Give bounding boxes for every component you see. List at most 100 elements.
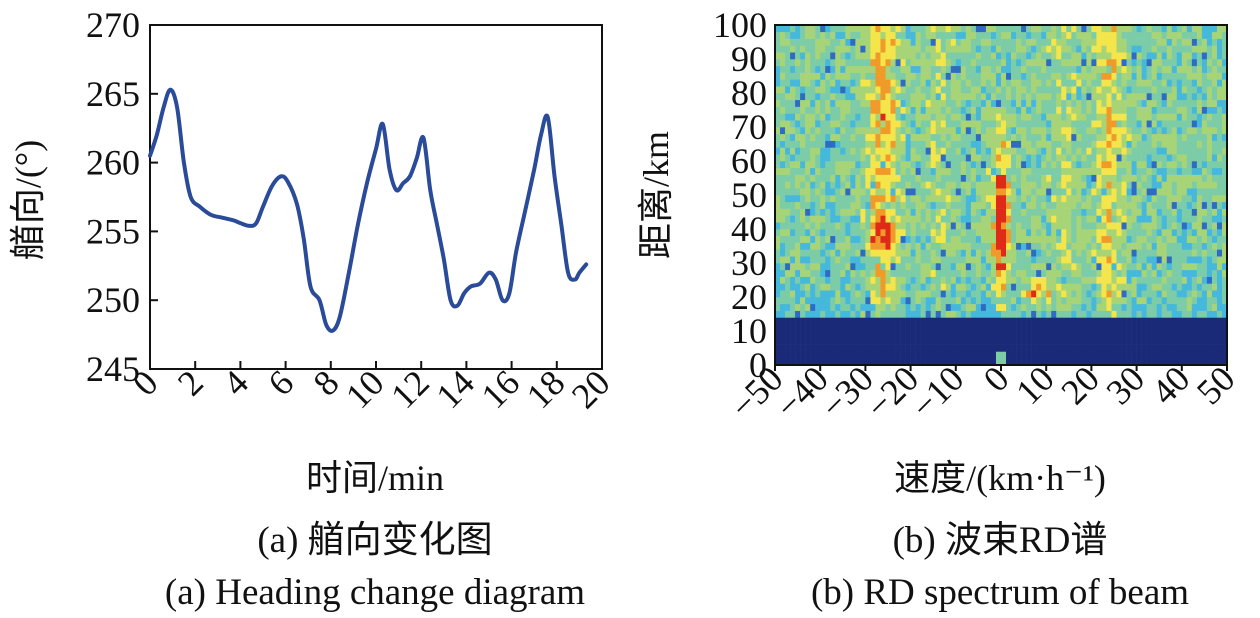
rd-heatmap-cell xyxy=(980,242,987,250)
rd-heatmap-cell xyxy=(865,229,871,237)
rd-heatmap-cell xyxy=(845,59,851,67)
rd-heatmap-cell xyxy=(960,133,967,141)
rd-heatmap-cell xyxy=(785,263,791,271)
rd-heatmap-cell xyxy=(1201,208,1208,216)
rd-heatmap-cell xyxy=(950,235,957,243)
rd-heatmap-cell xyxy=(880,52,886,60)
rd-heatmap-cell xyxy=(860,276,866,284)
rd-heatmap-cell xyxy=(1176,161,1183,169)
rd-heatmap-cell xyxy=(1001,310,1007,318)
rd-heatmap-cell xyxy=(1076,242,1082,250)
rd-heatmap-cell xyxy=(1076,269,1082,277)
rd-heatmap-cell xyxy=(1011,283,1017,291)
rd-heatmap-cell xyxy=(1071,79,1077,87)
rd-heatmap-cell xyxy=(1141,276,1147,284)
rd-heatmap-cell xyxy=(1016,201,1022,209)
rd-heatmap-cell xyxy=(840,25,846,33)
rd-heatmap-cell xyxy=(1201,317,1208,325)
rd-heatmap-cell xyxy=(1111,215,1117,223)
rd-heatmap-cell xyxy=(920,127,926,135)
rd-heatmap-cell xyxy=(1061,45,1067,53)
rd-heatmap-cell xyxy=(970,235,977,243)
rd-heatmap-cell xyxy=(975,337,982,345)
rd-heatmap-cell xyxy=(995,154,1002,162)
rd-heatmap-cell xyxy=(845,38,851,46)
rd-heatmap-cell xyxy=(865,222,871,230)
rd-heatmap-cell xyxy=(1146,344,1152,352)
rd-heatmap-cell xyxy=(780,201,786,209)
rd-heatmap-cell xyxy=(1006,310,1012,318)
rd-heatmap-cell xyxy=(1061,195,1067,203)
rd-heatmap-cell xyxy=(1131,188,1137,196)
rd-heatmap-cell xyxy=(915,167,921,175)
rd-heatmap-cell xyxy=(1076,331,1082,339)
rd-heatmap-cell xyxy=(985,344,992,352)
rd-heatmap-cell xyxy=(905,242,911,250)
rd-heatmap-cell xyxy=(1181,93,1188,101)
rd-heatmap-cell xyxy=(865,99,871,107)
rd-heatmap-cell xyxy=(860,133,866,141)
rd-heatmap-cell xyxy=(860,72,866,80)
rd-heatmap-cell xyxy=(805,249,811,257)
rd-heatmap-cell xyxy=(870,195,876,203)
rd-heatmap-cell xyxy=(790,99,796,107)
rd-heatmap-cell xyxy=(790,263,796,271)
rd-heatmap-cell xyxy=(1101,283,1107,291)
rd-heatmap-cell xyxy=(1091,303,1097,311)
rd-heatmap-cell xyxy=(1041,263,1047,271)
rd-heatmap-cell xyxy=(960,140,967,148)
rd-heatmap-cell xyxy=(945,331,952,339)
rd-heatmap-cell xyxy=(1136,31,1142,39)
rd-heatmap-cell xyxy=(1021,113,1027,121)
rd-heatmap-cell xyxy=(885,229,891,237)
rd-heatmap-cell xyxy=(850,229,856,237)
rd-heatmap-cell xyxy=(1176,249,1183,257)
rd-heatmap-cell xyxy=(935,269,942,277)
rd-heatmap-cell xyxy=(855,174,861,182)
rd-heatmap-cell xyxy=(1206,127,1213,135)
rd-heatmap-cell xyxy=(1016,174,1022,182)
rd-heatmap-cell xyxy=(935,242,942,250)
rd-heatmap-cell xyxy=(1161,161,1168,169)
rd-heatmap-cell xyxy=(860,195,866,203)
rd-heatmap-cell xyxy=(955,140,962,148)
rd-heatmap-cell xyxy=(1036,337,1042,345)
rd-heatmap-cell xyxy=(1181,79,1188,87)
rd-heatmap-cell xyxy=(1026,215,1032,223)
rd-heatmap-cell xyxy=(1051,174,1057,182)
rd-heatmap-cell xyxy=(1111,201,1117,209)
heading-y-tick-label: 250 xyxy=(86,280,140,320)
rd-heatmap-cell xyxy=(1141,324,1147,332)
rd-heatmap-cell xyxy=(970,86,977,94)
rd-heatmap-cell xyxy=(915,106,921,114)
rd-heatmap-cell xyxy=(1176,324,1183,332)
rd-heatmap-cell xyxy=(880,113,886,121)
rd-heatmap-cell xyxy=(910,256,916,264)
rd-heatmap-cell xyxy=(940,127,947,135)
rd-heatmap-cell xyxy=(1091,99,1097,107)
rd-heatmap-cell xyxy=(960,317,967,325)
rd-heatmap-cell xyxy=(1116,140,1122,148)
rd-heatmap-cell xyxy=(1146,222,1152,230)
rd-heatmap-cell xyxy=(815,59,821,67)
rd-heatmap-cell xyxy=(825,331,831,339)
rd-heatmap-cell xyxy=(930,167,937,175)
rd-heatmap-cell xyxy=(1126,263,1132,271)
rd-heatmap-cell xyxy=(790,59,796,67)
rd-heatmap-cell xyxy=(795,358,801,366)
rd-heatmap-cell xyxy=(810,72,816,80)
rd-heatmap-cell xyxy=(975,167,982,175)
rd-heatmap-cell xyxy=(1176,188,1183,196)
rd-heatmap-cell xyxy=(805,174,811,182)
rd-heatmap-cell xyxy=(1186,331,1193,339)
rd-heatmap-cell xyxy=(880,147,886,155)
rd-heatmap-cell xyxy=(825,324,831,332)
rd-heatmap-cell xyxy=(1126,324,1132,332)
rd-heatmap-cell xyxy=(875,310,881,318)
rd-heatmap-cell xyxy=(1081,52,1087,60)
rd-heatmap-cell xyxy=(1201,235,1208,243)
rd-heatmap-cell xyxy=(890,229,896,237)
rd-heatmap-cell xyxy=(1046,167,1052,175)
rd-heatmap-cell xyxy=(1176,31,1183,39)
rd-heatmap-cell xyxy=(955,317,962,325)
